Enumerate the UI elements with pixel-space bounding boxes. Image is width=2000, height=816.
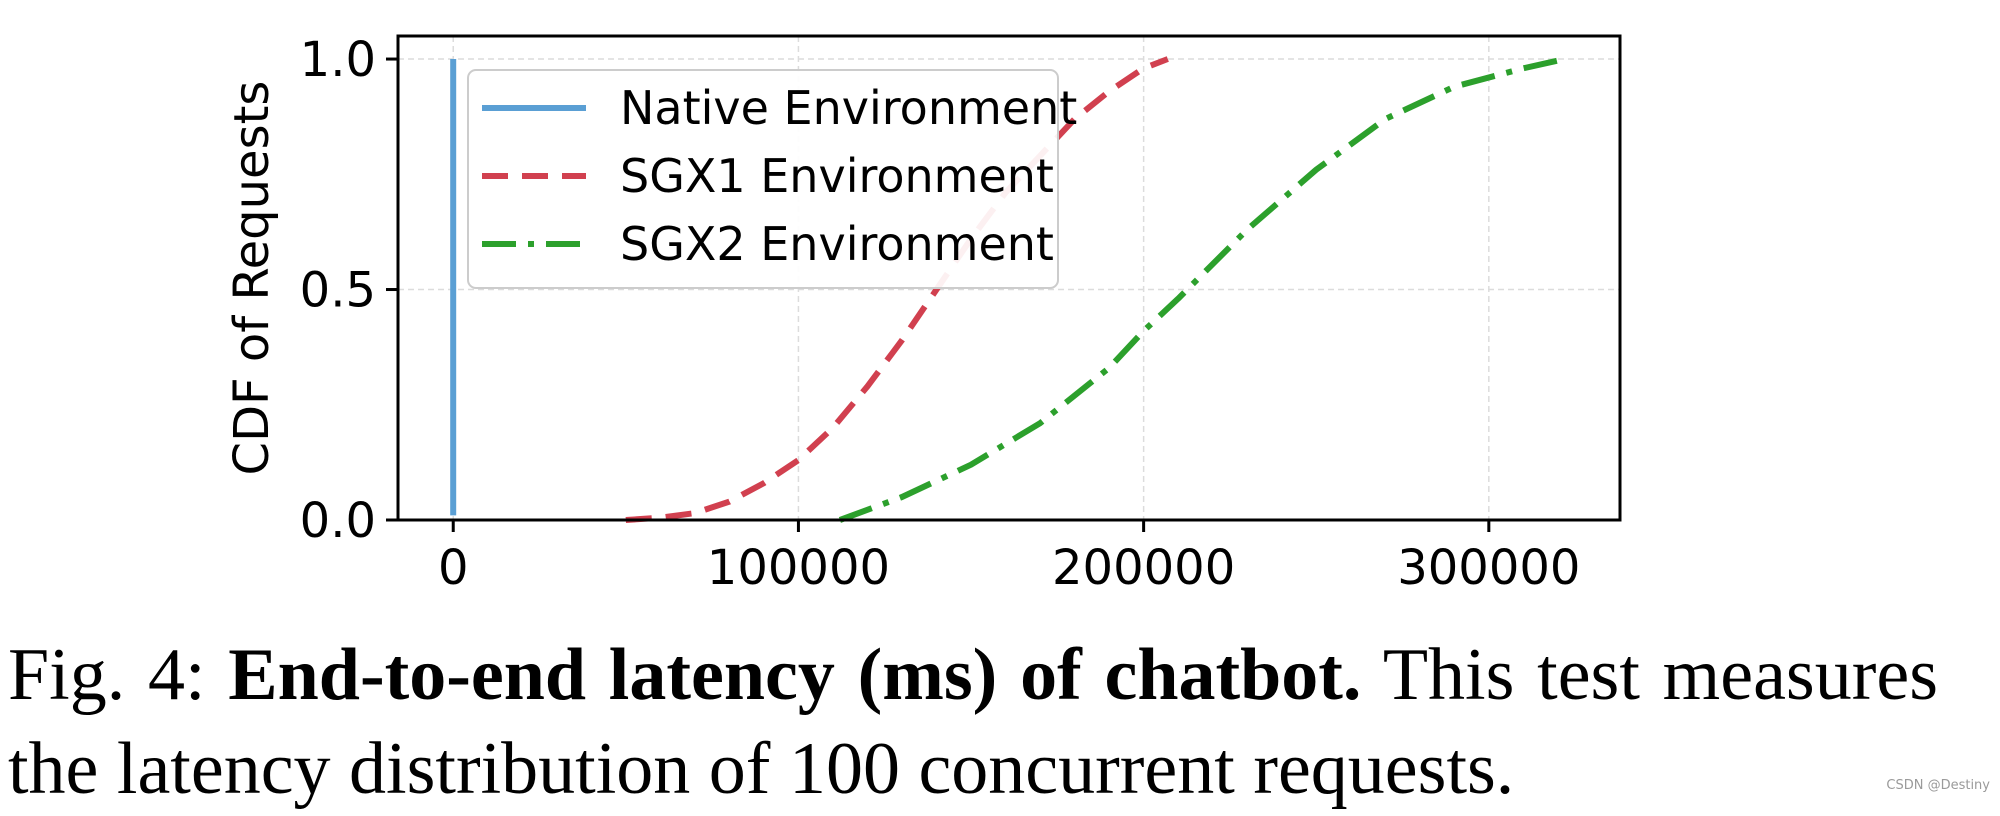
y-axis-label: CDF of Requests xyxy=(224,81,280,476)
figure-caption: Fig. 4: End-to-end latency (ms) of chatb… xyxy=(8,628,1938,816)
caption-text: This test measures the latency distribut… xyxy=(8,634,1939,810)
series-line-sgx1-environment xyxy=(625,56,1169,523)
legend: Native Environment SGX1 Environment SGX2 E… xyxy=(467,69,1077,289)
plot-frame xyxy=(396,34,1622,522)
legend-entry: SGX1 Environment xyxy=(620,149,1054,203)
y-tick-label: 0.0 xyxy=(300,493,376,549)
legend-box xyxy=(467,69,1059,289)
x-tick-label: 300000 xyxy=(1397,540,1580,596)
caption-prefix: Fig. 4: xyxy=(8,634,206,716)
series-lines xyxy=(450,56,1566,523)
x-tick-label: 200000 xyxy=(1052,540,1235,596)
y-tick-label: 1.0 xyxy=(300,32,376,88)
x-tick-label: 0 xyxy=(438,540,469,596)
watermark: CSDN @Destiny xyxy=(1886,778,1990,793)
caption-title: End-to-end latency (ms) of chatbot. xyxy=(228,634,1362,716)
x-tick-label: 100000 xyxy=(707,540,890,596)
legend-entry: SGX2 Environment xyxy=(620,217,1054,271)
series-line-sgx2-environment xyxy=(838,56,1566,523)
y-tick-label: 0.5 xyxy=(300,263,376,319)
cdf-chart: 0 100000 200000 300000 0.0 0.5 1.0 CDF of Requ… xyxy=(224,32,1622,596)
axis-ticks: 0 100000 200000 300000 0.0 0.5 1.0 xyxy=(300,32,1581,596)
legend-entry: Native Environment xyxy=(620,81,1077,135)
